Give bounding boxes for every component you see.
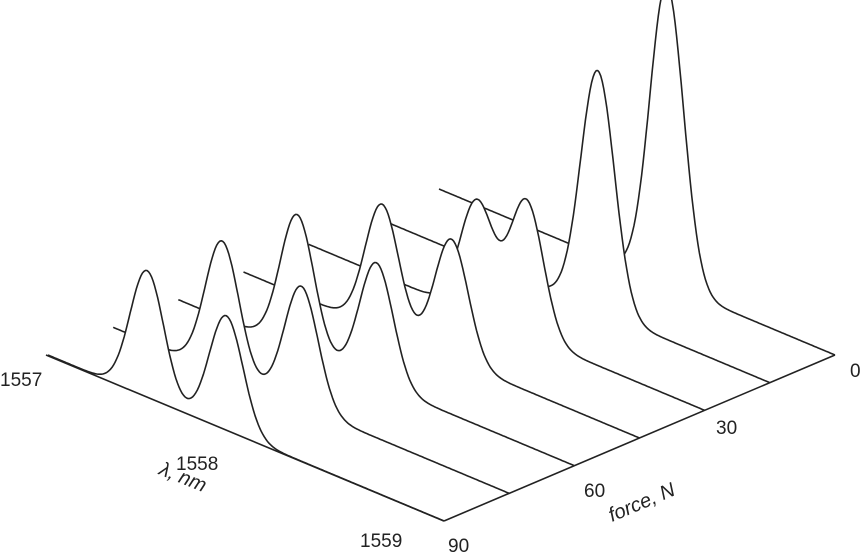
spectrum-trace-force-75 (112, 240, 510, 495)
wavelength-axis-line (45, 354, 445, 522)
trace-mask-force-75 (113, 240, 510, 494)
spectra-traces (47, 0, 836, 522)
force-tick-30: 30 (716, 418, 737, 439)
trace-mask-force-45 (243, 204, 640, 438)
wavelength-tick-1559: 1559 (360, 531, 402, 552)
spectrum-trace-force-15 (373, 69, 771, 384)
axes (45, 354, 836, 522)
trace-mask-force-90 (48, 270, 444, 521)
trace-mask-force-30 (308, 198, 705, 411)
force-tick-0: 0 (850, 361, 861, 382)
spectrum-trace-force-0 (438, 0, 836, 356)
force-axis-line (443, 354, 836, 522)
trace-mask-force-60 (178, 214, 575, 466)
wavelength-tick-1557: 1557 (0, 370, 42, 391)
force-tick-60: 60 (584, 481, 605, 502)
force-axis-title: force, N (605, 479, 679, 527)
wavelength-tick-1558: 1558 (176, 454, 218, 475)
force-tick-90: 90 (448, 536, 469, 557)
